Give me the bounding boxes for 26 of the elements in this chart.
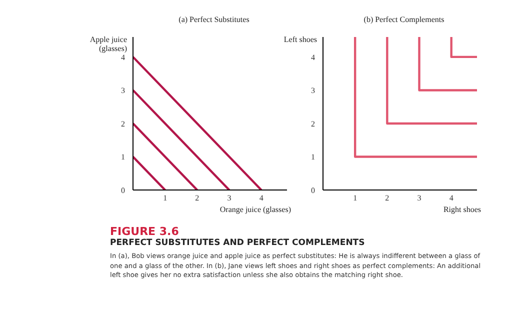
x-tick-label: 2 [195, 194, 200, 203]
y-tick-label: 3 [311, 86, 315, 96]
y-axis-title: Apple juice (glasses) [88, 35, 127, 53]
y-tick-label: 1 [121, 152, 125, 162]
x-axis-title: Orange juice (glasses) [220, 205, 291, 214]
y-tick-label: 4 [311, 52, 315, 62]
x-tick-label: 4 [449, 194, 454, 203]
y-tick-label: 0 [311, 186, 315, 195]
text: PERFECT SUBSTITUTES AND PERFECT COMPLEMENTS [110, 238, 366, 249]
chart-title: (a) Perfect Substitutes [178, 15, 250, 24]
x-tick-label: 1 [353, 194, 358, 203]
y-tick-label: 2 [121, 119, 125, 128]
x-tick-label: 3 [227, 194, 232, 203]
y-tick-label: 0 [121, 186, 125, 195]
y-tick-label: 4 [121, 52, 125, 62]
y-tick-label: 1 [311, 152, 315, 162]
x-tick-label: 2 [385, 194, 390, 203]
text: FIGURE 3.6 [110, 225, 180, 238]
x-tick-label: 4 [259, 194, 264, 203]
y-tick-label: 3 [121, 86, 125, 96]
x-tick-label: 1 [163, 194, 168, 203]
y-axis-title: Left shoes [282, 35, 317, 44]
chart-title: (b) Perfect Complements [362, 15, 446, 24]
x-axis-title: Right shoes [443, 205, 481, 214]
y-tick-label: 2 [311, 119, 315, 128]
x-tick-label: 3 [417, 194, 422, 203]
